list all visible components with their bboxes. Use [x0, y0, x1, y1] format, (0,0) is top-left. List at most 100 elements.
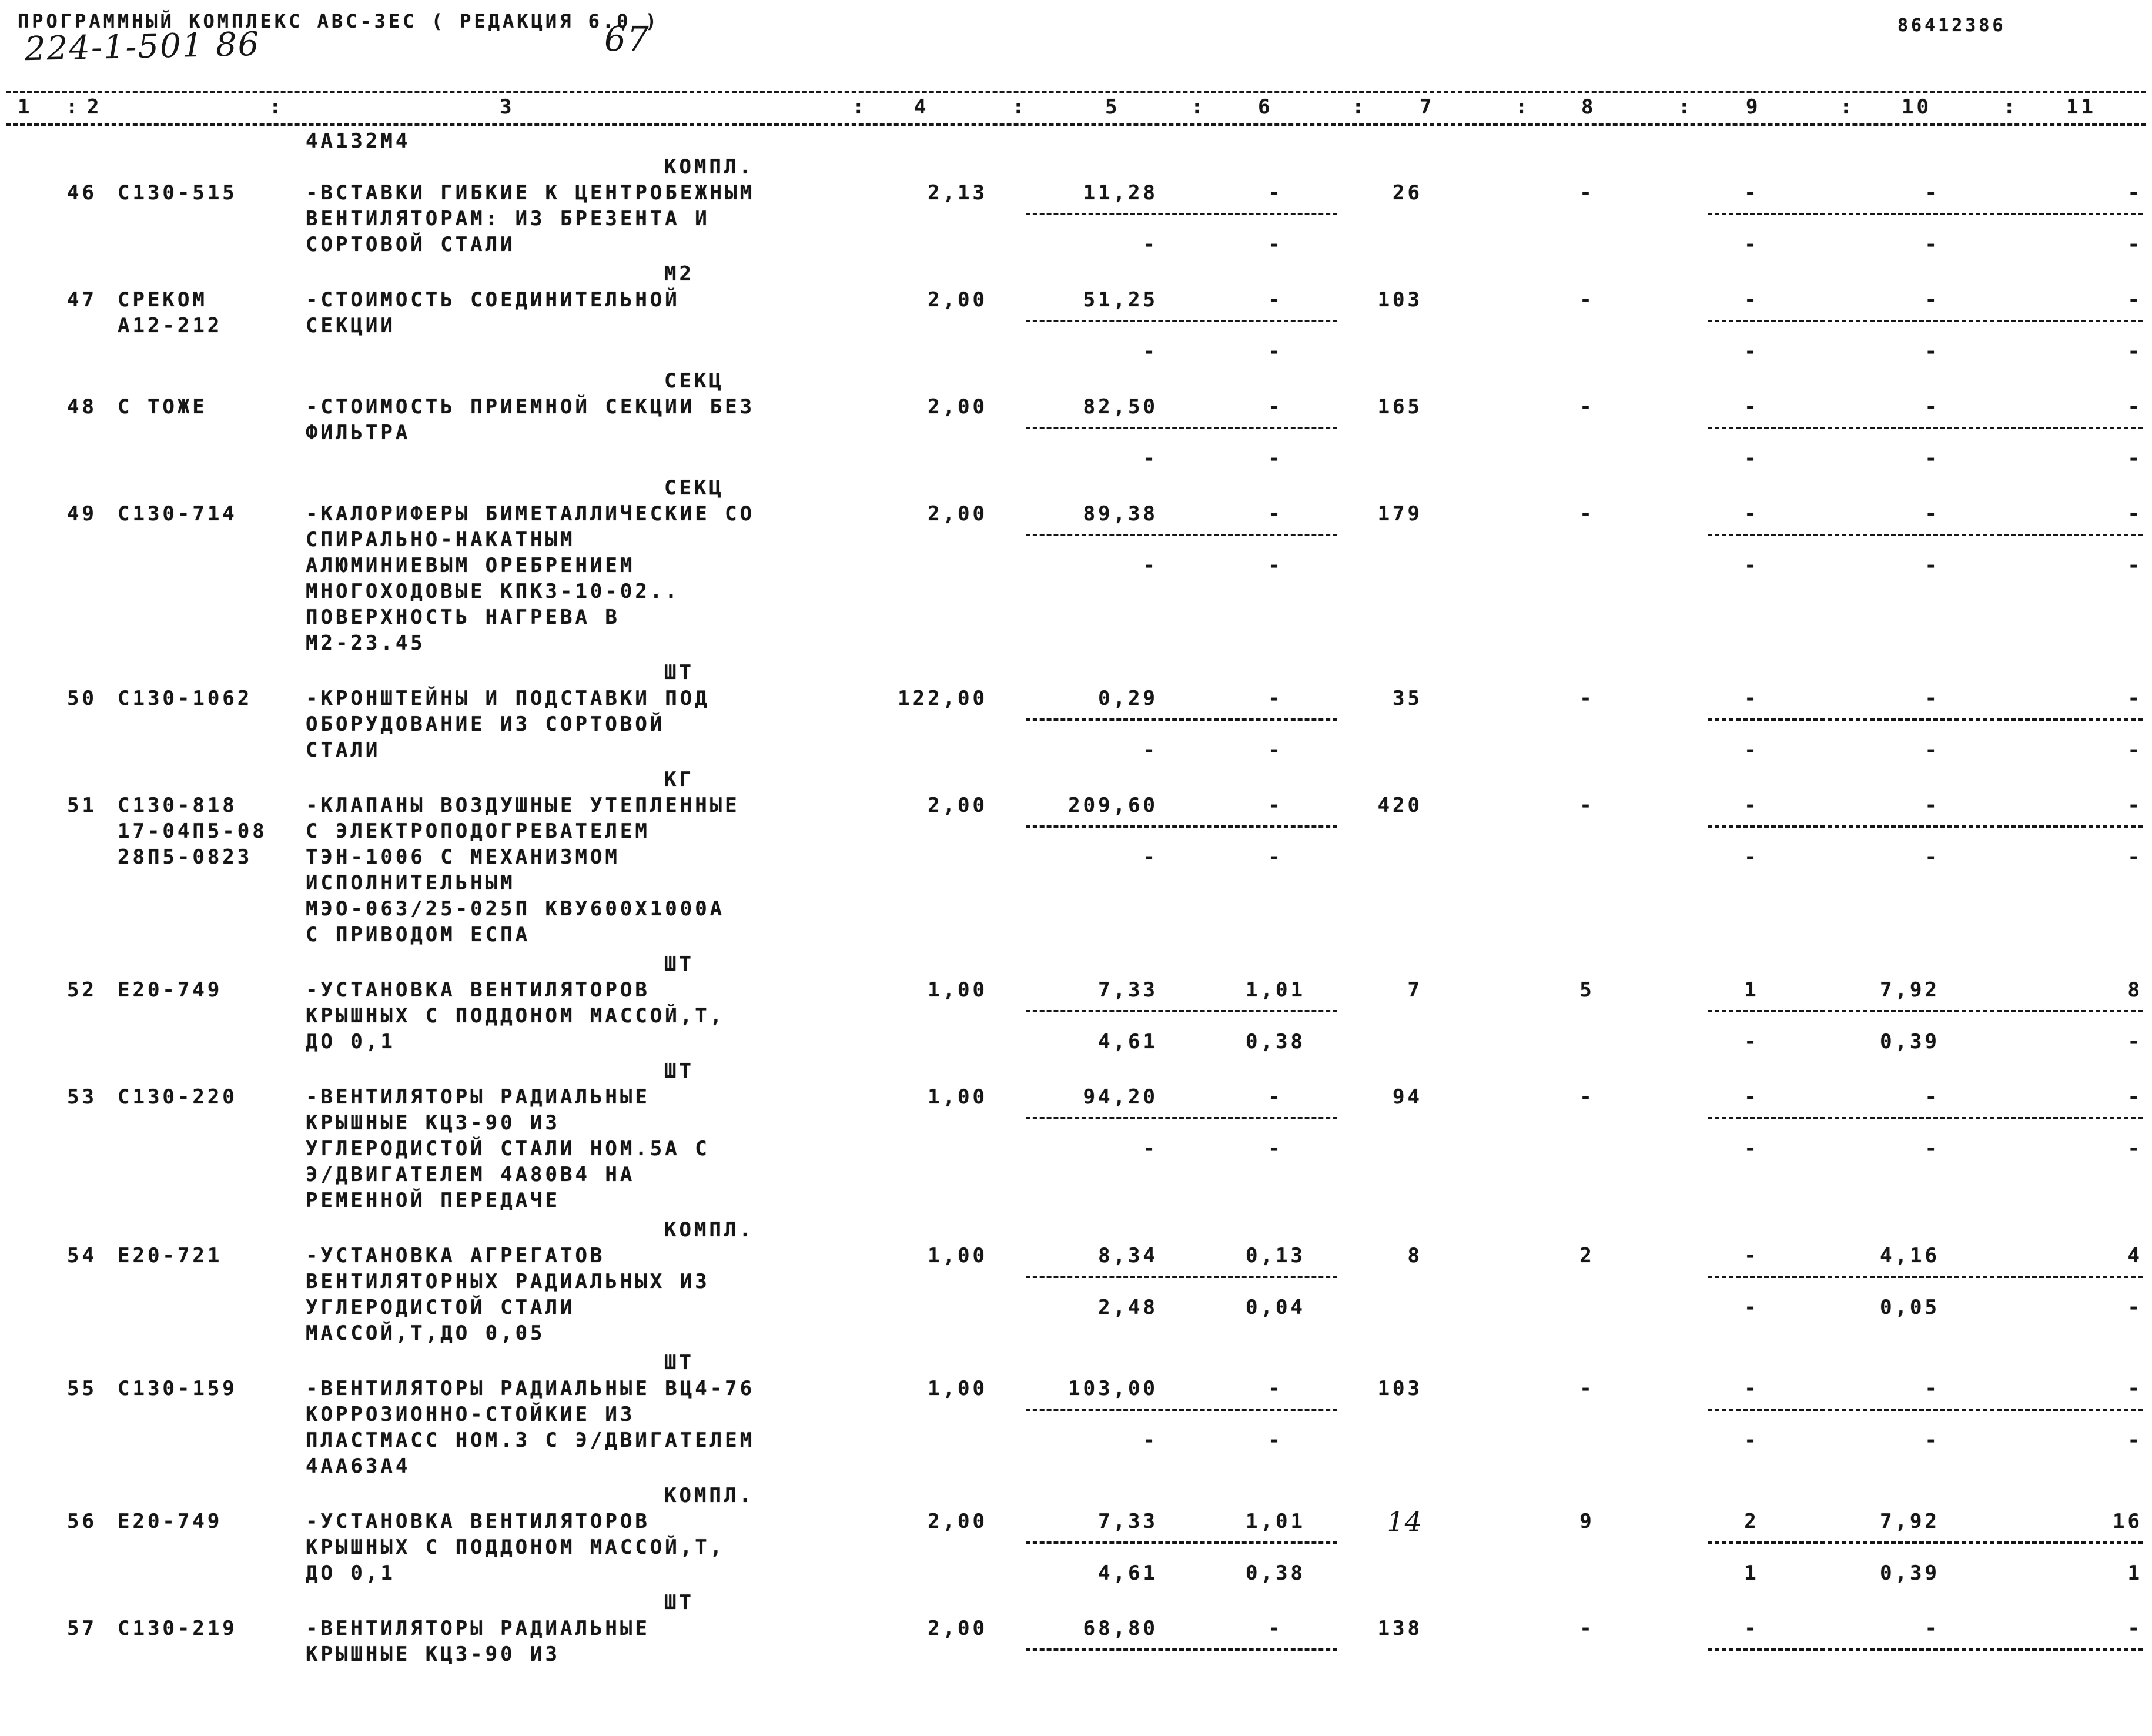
unit-line: ШТ	[0, 1590, 2152, 1615]
value2-col-11: -	[2127, 233, 2143, 256]
value-col-6: 1,01	[1246, 978, 1306, 1002]
values-line-1: 2,00 89,38 - 179 - - - -	[0, 501, 2152, 527]
value2-col-9: -	[1744, 738, 1759, 762]
item-description-line: -УСТАНОВКА ВЕНТИЛЯТОРОВ	[306, 1510, 650, 1533]
column-separator: :	[852, 95, 868, 119]
value-col-10: -	[1925, 181, 1940, 205]
value2-col-9: 1	[1744, 1561, 1759, 1585]
dotted-separator-right	[1708, 320, 2143, 322]
value2-col-11: -	[2127, 1429, 2143, 1452]
column-numbers-row: 1 2 3 4 5 6 7 8 9 10 11::::::::::	[0, 94, 2152, 120]
values-line-2: 4,61 0,38 1 0,39 1	[0, 1560, 2152, 1586]
item-description-line: МНОГОХОДОВЫЕ КПКЗ-10-02..	[306, 580, 680, 603]
value2-col-9: -	[1744, 554, 1759, 577]
item-description-line: ПОВЕРХНОСТЬ НАГРЕВА В	[306, 606, 620, 629]
value2-col-9: -	[1744, 845, 1759, 869]
row-body: 56 Е20-749 -УСТАНОВКА ВЕНТИЛЯТОРОВ КРЫШНЫ…	[0, 1508, 2152, 1586]
dotted-separator-right	[1708, 1409, 2143, 1411]
row-body: 53 С130-220 -ВЕНТИЛЯТОРЫ РАДИАЛЬНЫЕ КРЫШН…	[0, 1084, 2152, 1213]
item-description-line: МЭО-063/25-025П КВУ600Х1000А	[306, 897, 725, 921]
value2-col-6: -	[1268, 447, 1283, 470]
table-row: ШТ 50 С130-1062 -КРОНШТЕЙНЫ И ПОДСТАВКИ …	[0, 660, 2152, 763]
value-col-6: 0,13	[1246, 1244, 1306, 1267]
value-col-11: -	[2127, 288, 2143, 312]
value2-col-10: 0,05	[1880, 1296, 1940, 1319]
table-row: КОМПЛ. 46 С130-515 -ВСТАВКИ ГИБКИЕ К ЦЕН…	[0, 154, 2152, 257]
value-col-4: 2,00	[928, 1617, 988, 1640]
value-col-7: 8	[1407, 1244, 1423, 1267]
dotted-separator-mid	[1026, 1648, 1337, 1651]
value-col-8: 9	[1579, 1510, 1595, 1533]
item-description: -УСТАНОВКА ВЕНТИЛЯТОРОВ КРЫШНЫХ С ПОДДОНО…	[306, 1508, 725, 1586]
dotted-separator-right	[1708, 1541, 2143, 1544]
item-description-line: -СТОИМОСТЬ СОЕДИНИТЕЛЬНОЙ	[306, 288, 680, 312]
column-number: 9	[1746, 95, 1761, 119]
value2-col-9: -	[1744, 447, 1759, 470]
item-code: С ТОЖЕ	[118, 394, 207, 420]
value2-col-10: -	[1925, 340, 1940, 363]
value2-col-5: -	[1143, 1137, 1158, 1160]
row-body: 46 С130-515 -ВСТАВКИ ГИБКИЕ К ЦЕНТРОБЕЖН…	[0, 180, 2152, 257]
value-col-4: 1,00	[928, 1377, 988, 1400]
value-col-4: 122,00	[898, 687, 988, 710]
item-description-line: РЕМЕННОЙ ПЕРЕДАЧЕ	[306, 1189, 560, 1212]
dotted-separator-mid	[1026, 1276, 1337, 1278]
dotted-separator-right	[1708, 718, 2143, 721]
values-line-1: 122,00 0,29 - 35 - - - -	[0, 685, 2152, 711]
column-separator: :	[1678, 95, 1694, 119]
value-col-6: -	[1268, 181, 1283, 205]
item-code-line: Е20-749	[118, 1510, 223, 1533]
value2-col-6: 0,38	[1246, 1030, 1306, 1053]
value-col-8: -	[1579, 395, 1595, 419]
value-col-4: 2,00	[928, 1510, 988, 1533]
item-description-line: -КАЛОРИФЕРЫ БИМЕТАЛЛИЧЕСКИЕ СО	[306, 502, 755, 526]
value-col-9: 2	[1744, 1510, 1759, 1533]
value-col-5: 8,34	[1098, 1244, 1158, 1267]
value-col-6: -	[1268, 1377, 1283, 1400]
row-body: 57 С130-219 -ВЕНТИЛЯТОРЫ РАДИАЛЬНЫЕ КРЫШН…	[0, 1615, 2152, 1693]
column-number: 1	[18, 95, 33, 119]
value-col-10: -	[1925, 1085, 1940, 1109]
value-col-7: 103	[1377, 288, 1423, 312]
dotted-separator-right	[1708, 1648, 2143, 1651]
item-number: 53	[67, 1085, 97, 1109]
values-line-1: 2,00 209,60 - 420 - - - -	[0, 792, 2152, 818]
unit-of-measure: ШТ	[664, 952, 694, 976]
item-code: Е20-721	[118, 1243, 222, 1269]
value-col-8: -	[1579, 1085, 1595, 1109]
value2-col-11: -	[2127, 1137, 2143, 1160]
value-col-11: 16	[2113, 1510, 2143, 1533]
value-col-8: -	[1579, 687, 1595, 710]
value2-col-5: -	[1143, 1429, 1158, 1452]
item-description-line: ПЛАСТМАСС НОМ.3 С Э/ДВИГАТЕЛЕМ	[306, 1429, 755, 1452]
value2-col-11: -	[2127, 554, 2143, 577]
value-col-10: 7,92	[1880, 978, 1940, 1002]
unit-of-measure: ШТ	[664, 661, 694, 684]
item-description: -КРОНШТЕЙНЫ И ПОДСТАВКИ ПОД ОБОРУДОВАНИЕ …	[306, 685, 710, 763]
item-code: С130-219	[118, 1615, 237, 1641]
item-code: С130-515	[118, 180, 237, 206]
table-row: КОМПЛ. 56 Е20-749 -УСТАНОВКА ВЕНТИЛЯТОРО…	[0, 1483, 2152, 1586]
row-body: 52 Е20-749 -УСТАНОВКА ВЕНТИЛЯТОРОВ КРЫШНЫ…	[0, 977, 2152, 1055]
value-col-9: -	[1744, 1244, 1759, 1267]
item-description-line: КРЫШНЫХ С ПОДДОНОМ МАССОЙ,Т,	[306, 1536, 725, 1559]
value-col-9: -	[1744, 1085, 1759, 1109]
value-col-6: -	[1268, 502, 1283, 526]
value-col-5: 7,33	[1098, 978, 1158, 1002]
unit-line: М2	[0, 261, 2152, 287]
value2-col-10: -	[1925, 1429, 1940, 1452]
item-number: 46	[67, 181, 97, 205]
item-code-line: С130-219	[118, 1617, 237, 1640]
table-row: ШТ 53 С130-220 -ВЕНТИЛЯТОРЫ РАДИАЛЬНЫЕ КР…	[0, 1058, 2152, 1213]
value2-col-6: -	[1268, 1137, 1283, 1160]
item-description-line: УГЛЕРОДИСТОЙ СТАЛИ	[306, 1296, 575, 1319]
value-col-6: -	[1268, 687, 1283, 710]
item-description-line: -ВЕНТИЛЯТОРЫ РАДИАЛЬНЫЕ	[306, 1085, 650, 1109]
value2-col-10: 0,39	[1880, 1561, 1940, 1585]
item-description-line: КРЫШНЫЕ КЦЗ-90 ИЗ	[306, 1643, 560, 1666]
values-line-2: -----	[0, 737, 2152, 763]
item-code-line: Е20-749	[118, 978, 223, 1002]
value2-col-9: -	[1744, 1030, 1759, 1053]
value-col-7: 179	[1377, 502, 1423, 526]
item-code-line: С130-220	[118, 1085, 237, 1109]
